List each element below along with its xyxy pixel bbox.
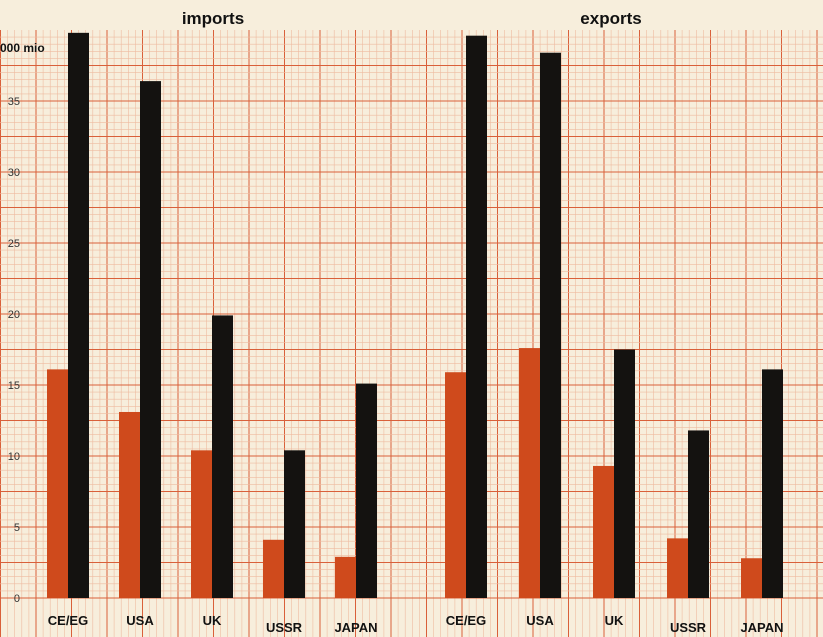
exports-title: exports (580, 9, 641, 28)
exports-bar-ussr-2 (688, 430, 709, 598)
imports-bar-ussr-1 (263, 539, 284, 598)
category-label: UK (605, 613, 624, 628)
category-label: CE/EG (48, 613, 88, 628)
category-label: USA (126, 613, 154, 628)
y-axis-ticks: 0 5 10 15 20 25 30 35 (8, 96, 20, 605)
bars (47, 32, 783, 599)
y-tick-label: 0 (14, 593, 20, 605)
y-tick-label: 35 (8, 96, 20, 108)
imports-bar-ussr-2 (284, 450, 305, 598)
y-axis-unit-label: 000 mio (0, 41, 45, 55)
y-tick-label: 30 (8, 167, 20, 179)
imports-bar-ceeg-2 (68, 32, 89, 598)
category-label: JAPAN (334, 620, 377, 635)
exports-bar-uk-1 (593, 465, 614, 598)
exports-bar-usa-1 (519, 348, 540, 598)
imports-bar-uk-1 (191, 450, 212, 598)
imports-bar-usa-1 (119, 411, 140, 598)
y-tick-label: 10 (8, 451, 20, 463)
exports-bar-ceeg-1 (445, 372, 466, 598)
exports-bar-ussr-1 (667, 538, 688, 598)
category-label: JAPAN (740, 620, 783, 635)
imports-bar-usa-2 (140, 81, 161, 599)
category-label: USA (526, 613, 554, 628)
imports-bar-uk-2 (212, 315, 233, 598)
category-label: USSR (670, 620, 707, 635)
category-label: CE/EG (446, 613, 486, 628)
exports-bar-ceeg-2 (466, 35, 487, 599)
exports-bar-usa-2 (540, 52, 561, 599)
exports-bar-uk-2 (614, 349, 635, 598)
imports-bar-ceeg-1 (47, 369, 68, 598)
y-tick-label: 25 (8, 238, 20, 250)
y-tick-label: 5 (14, 522, 20, 534)
category-labels: CE/EG USA UK USSR JAPAN CE/EG USA UK USSR JAPAN (48, 613, 784, 635)
y-tick-label: 20 (8, 309, 20, 321)
category-label: UK (203, 613, 222, 628)
category-label: USSR (266, 620, 303, 635)
exports-bar-japan-2 (762, 369, 783, 598)
imports-bar-japan-2 (356, 383, 377, 598)
y-tick-label: 15 (8, 380, 20, 392)
imports-bar-japan-1 (335, 556, 356, 598)
imports-title: imports (182, 9, 244, 28)
exports-bar-japan-1 (741, 558, 762, 598)
